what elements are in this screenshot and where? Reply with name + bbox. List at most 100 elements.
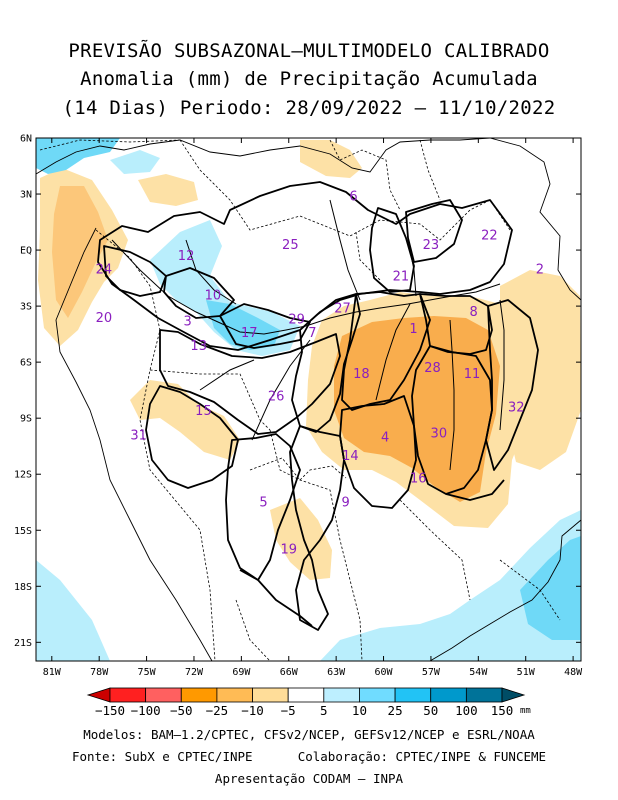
forecast-period: (14 Dias) Periodo: 28/09/2022 – 11/10/20… [62, 97, 556, 119]
wet-anomaly-southeast [320, 510, 581, 661]
colorbar-label: 25 [388, 703, 403, 718]
colorbar-label: −5 [281, 703, 296, 718]
latitude-axis: 6N 3N EQ 3S 6S 9S 12S 15S 18S 21S [14, 134, 581, 649]
anomaly-shading [36, 138, 581, 661]
lon-tick-label: 48W [564, 667, 583, 678]
basin-label-10: 10 [205, 288, 222, 303]
basin-label-4: 4 [381, 430, 389, 445]
wet-anomaly-southwest [36, 560, 110, 661]
dry-anomaly-core-east [334, 316, 500, 502]
lat-tick-label: EQ [20, 246, 32, 257]
basin-label-22: 22 [481, 229, 498, 244]
colorbar-swatch [287, 687, 325, 703]
colorbar-right-arrow [501, 687, 526, 703]
basin-label-7: 7 [308, 326, 316, 341]
lon-tick-label: 75W [138, 667, 157, 678]
basin-label-31: 31 [130, 428, 147, 443]
lat-tick-label: 18S [14, 582, 32, 593]
lon-tick-label: 63W [327, 667, 346, 678]
rivers [111, 199, 505, 471]
colorbar-label: 100 [455, 703, 478, 718]
basin-label-24: 24 [96, 262, 113, 277]
colorbar-left-arrow [86, 687, 111, 703]
basin-label-11: 11 [464, 367, 481, 382]
wet-anomaly-caribbean [36, 138, 120, 174]
country-borders [39, 139, 561, 661]
lat-tick-label: 21S [14, 638, 32, 649]
colorbar-swatch [252, 687, 289, 703]
basin-label-23: 23 [423, 238, 440, 253]
basin-label-26: 26 [268, 389, 285, 404]
colorbar-swatch [145, 687, 182, 703]
colorbar-swatch [359, 687, 396, 703]
colorbar-label: −50 [170, 703, 193, 718]
colorbar-label: −25 [206, 703, 229, 718]
lon-tick-label: 72W [185, 667, 204, 678]
basin-labels: 1234567891011121314151617181920212223242… [96, 189, 544, 557]
basin-label-8: 8 [469, 305, 477, 320]
lon-tick-label: 69W [232, 667, 251, 678]
colorbar-swatch [109, 687, 147, 703]
lon-tick-label: 57W [422, 667, 441, 678]
lat-tick-label: 6S [20, 358, 32, 369]
lat-tick-label: 3S [20, 302, 32, 313]
lat-tick-label: 9S [20, 414, 32, 425]
colorbar-label: 150 [491, 703, 514, 718]
basin-label-15: 15 [195, 404, 212, 419]
basin-label-27: 27 [334, 301, 351, 316]
dry-anomaly-north [300, 140, 362, 178]
colorbar-swatch [216, 687, 253, 703]
lon-tick-label: 78W [90, 667, 109, 678]
basin-label-1: 1 [409, 322, 417, 337]
colorbar-label: 50 [423, 703, 438, 718]
coastline [36, 138, 581, 661]
lon-tick-label: 66W [280, 667, 299, 678]
basin-label-9: 9 [341, 496, 349, 511]
lon-tick-label: 60W [375, 667, 394, 678]
colorbar-swatch [465, 687, 503, 703]
longitude-axis: 81W 78W 75W 72W 69W 66W 63W 60W 57W 54W 51W 48W [43, 138, 583, 678]
colorbar-label: −10 [241, 703, 264, 718]
dry-anomaly-north-mid [138, 174, 198, 206]
colorbar: −150 −100 −50 −25 −10 −5 5 10 25 50 100 150 [86, 687, 526, 718]
colorbar-swatch [394, 687, 432, 703]
lat-tick-label: 15S [14, 526, 32, 537]
basin-label-21: 21 [393, 270, 410, 285]
basin-label-14: 14 [342, 449, 359, 464]
basin-label-18: 18 [353, 367, 370, 382]
wet-anomaly-southeast-core [520, 536, 581, 640]
colorbar-swatch [180, 687, 218, 703]
map-frame [35, 137, 582, 662]
basin-label-30: 30 [431, 427, 448, 442]
wet-anomaly-upper-amazon-core [206, 300, 280, 350]
basin-label-20: 20 [96, 311, 113, 326]
wet-anomaly-north [110, 150, 160, 174]
dry-anomaly-northwest-core [52, 186, 108, 318]
basin-label-19: 19 [280, 542, 297, 557]
colorbar-swatch [430, 687, 467, 703]
lat-tick-label: 3N [20, 190, 32, 201]
colorbar-label: 10 [352, 703, 367, 718]
dry-anomaly-south [270, 498, 332, 580]
basin-label-32: 32 [508, 400, 525, 415]
basin-outlines [97, 181, 539, 631]
map-subtitle: Anomalia (mm) de Precipitação Acumulada [80, 68, 538, 90]
basin-label-29: 29 [288, 313, 305, 328]
lon-tick-label: 81W [43, 667, 62, 678]
basin-label-28: 28 [424, 361, 441, 376]
lat-tick-label: 12S [14, 470, 32, 481]
basin-label-6: 6 [349, 189, 357, 204]
basin-label-12: 12 [178, 249, 195, 264]
basin-label-3: 3 [184, 315, 192, 330]
basin-label-5: 5 [259, 496, 267, 511]
colorbar-label: −150 [95, 703, 125, 718]
credits-source: Fonte: SubX e CPTEC/INPE Colaboração: CP… [71, 749, 547, 764]
colorbar-label: −100 [131, 703, 161, 718]
map-title: PREVISÃO SUBSAZONAL–MULTIMODELO CALIBRAD… [68, 40, 550, 62]
basin-label-25: 25 [282, 238, 299, 253]
dry-anomaly-southwest [130, 380, 240, 460]
credits-presentation: Apresentação CODAM – INPA [214, 771, 404, 786]
basin-label-13: 13 [190, 339, 207, 354]
basin-label-16: 16 [410, 471, 427, 486]
